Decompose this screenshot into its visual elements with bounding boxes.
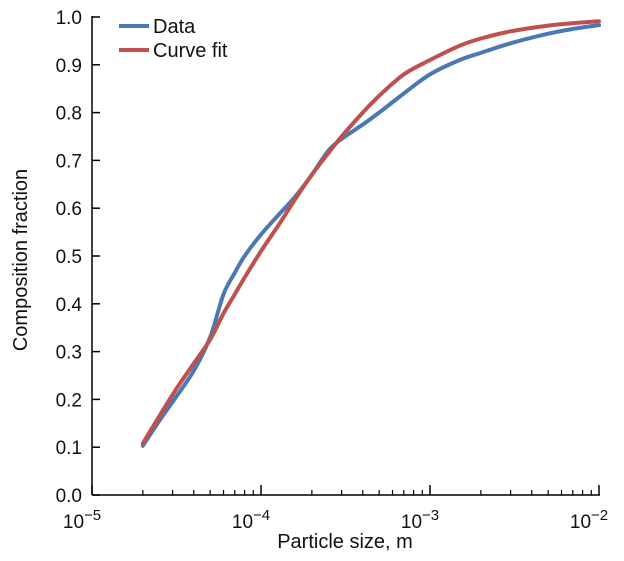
- y-tick-label: 0.0: [56, 486, 82, 507]
- y-tick-label: 0.5: [56, 247, 82, 268]
- y-tick-label: 0.3: [56, 343, 82, 364]
- x-axis-title: Particle size, m: [277, 531, 413, 553]
- series-layer: [140, 19, 601, 448]
- x-tick-label: 10−2: [570, 507, 608, 533]
- x-tick-label: 10−5: [63, 507, 101, 533]
- y-tick-label: 1.0: [56, 8, 82, 29]
- y-tick-label: 0.1: [56, 438, 82, 459]
- y-tick-label: 0.2: [56, 390, 82, 411]
- legend-label-curve-fit: Curve fit: [153, 40, 228, 62]
- series-line-data: [140, 23, 601, 448]
- y-tick-label: 0.4: [56, 295, 83, 316]
- legend-label-data: Data: [153, 16, 196, 38]
- y-axis-title: Composition fraction: [10, 169, 32, 351]
- x-tick-label: 10−4: [232, 507, 270, 533]
- y-tick-label: 0.7: [56, 151, 82, 172]
- y-tick-label: 0.8: [56, 104, 82, 125]
- series-line-curve-fit: [140, 19, 601, 446]
- x-tick-label: 10−3: [401, 507, 439, 533]
- y-tick-label: 0.6: [56, 199, 82, 220]
- axes: 0.0 0.1 0.2 0.3 0.4 0.5 0.6 0.7 0.8 0.9 1.0 10−5 10−…: [56, 8, 609, 533]
- y-tick-label: 0.9: [56, 56, 82, 77]
